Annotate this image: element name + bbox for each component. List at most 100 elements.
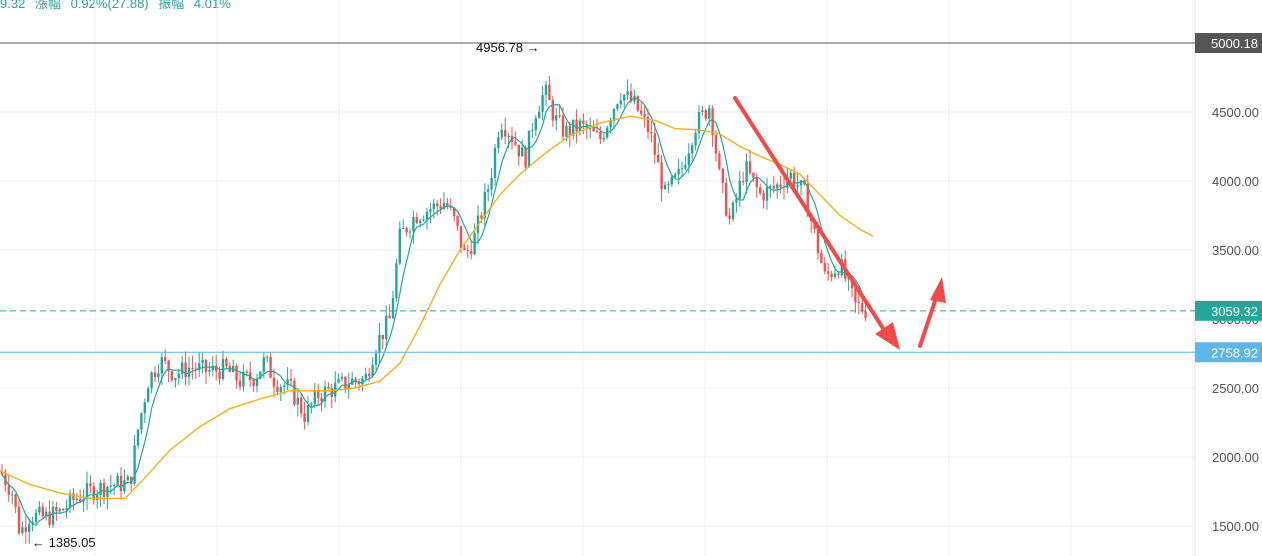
candle-body [99, 482, 102, 495]
candle-body [119, 475, 123, 491]
candle-body [772, 186, 775, 189]
candle-body [769, 186, 772, 188]
candle-body [7, 485, 10, 495]
candle-body [704, 110, 707, 119]
candle-body [582, 120, 585, 124]
candle-body [425, 211, 429, 220]
candle-body [174, 378, 177, 381]
candle-body [748, 161, 752, 173]
price-tag-label-top: 5000.18 [1211, 36, 1258, 51]
candle-body [113, 484, 116, 486]
candle-body [24, 527, 27, 532]
candle-body [568, 125, 571, 136]
candle-body [793, 172, 796, 187]
candle-body [75, 498, 78, 500]
candle-body [310, 403, 313, 405]
candle-body [279, 386, 282, 392]
candle-body [640, 110, 643, 114]
candle-body [799, 180, 803, 186]
candle-body [578, 120, 582, 132]
candle-body [765, 187, 769, 201]
candle-body [109, 485, 112, 487]
high-annotation: 4956.78 → [476, 40, 540, 55]
candle-body [330, 388, 333, 397]
candle-body [636, 96, 639, 111]
candle-body [347, 384, 350, 389]
candle-body [521, 147, 524, 157]
candle-body [731, 202, 735, 220]
candle-body [130, 476, 133, 484]
candle-body [381, 334, 384, 340]
candle-body [796, 185, 799, 187]
candle-body [14, 494, 17, 507]
candle-body [361, 378, 364, 385]
price-tag-last [1195, 300, 1262, 321]
y-tick-label: 3500.00 [1212, 243, 1259, 258]
candle-body [497, 137, 500, 149]
candle-body [459, 226, 463, 248]
candle-body [677, 168, 680, 175]
candle-body [368, 373, 371, 377]
candle-body [147, 388, 150, 403]
candle-body [422, 219, 425, 221]
y-tick-label: 1500.00 [1212, 519, 1259, 534]
candle-body [364, 373, 367, 379]
moving-averages [0, 97, 874, 526]
candle-body [728, 215, 731, 220]
candle-body [830, 273, 833, 278]
candle-body [786, 178, 789, 188]
candle-body [490, 177, 493, 190]
candle-body [218, 371, 221, 379]
candle-body [252, 380, 255, 386]
candle-body [561, 115, 565, 137]
candle-body [385, 315, 388, 340]
candle-body [31, 521, 34, 525]
candle-body [629, 91, 633, 102]
candle-body [150, 372, 153, 389]
candle-body [609, 120, 612, 128]
candle-body [337, 378, 340, 383]
candle-body [514, 141, 517, 145]
candle-body [646, 116, 650, 133]
candle-body [755, 177, 758, 188]
candle-body [864, 311, 867, 319]
candle-body [779, 184, 782, 188]
y-axis: 1500.002000.002500.003000.003500.004000.… [1212, 36, 1259, 534]
candle-body [524, 147, 527, 168]
candle-body [544, 84, 548, 95]
candle-body [541, 94, 544, 112]
y-tick-label: 4000.00 [1212, 174, 1259, 189]
candle-body [388, 315, 391, 319]
candle-body [592, 127, 595, 132]
candle-body [572, 119, 575, 136]
down-trend-arrow-head [875, 322, 900, 350]
up-trend-arrow-line [918, 290, 940, 348]
candle-body [72, 493, 75, 500]
candle-body [65, 507, 68, 511]
candle-body [612, 109, 616, 121]
candle-body [674, 174, 677, 177]
candle-body [215, 365, 218, 372]
candle-body [823, 262, 826, 272]
candle-body [238, 380, 242, 387]
candle-body [245, 371, 248, 373]
candle-body [714, 135, 718, 154]
candle-body [317, 390, 320, 399]
candle-body [140, 413, 143, 430]
candle-body [759, 187, 762, 194]
candle-body [269, 356, 272, 378]
candle-body [89, 483, 92, 487]
candle-body [725, 182, 728, 216]
candle-body [446, 202, 449, 207]
low-annotation: ← 1385.05 [32, 535, 96, 550]
candle-body [419, 220, 422, 224]
candle-body [711, 108, 714, 136]
candle-body [449, 206, 452, 208]
candle-body [667, 184, 670, 186]
candle-body [133, 445, 136, 484]
candle-body [204, 359, 208, 372]
y-tick-label: 2000.00 [1212, 450, 1259, 465]
ma-slow-line [0, 115, 874, 500]
price-fragment: 9.32 [0, 0, 26, 11]
